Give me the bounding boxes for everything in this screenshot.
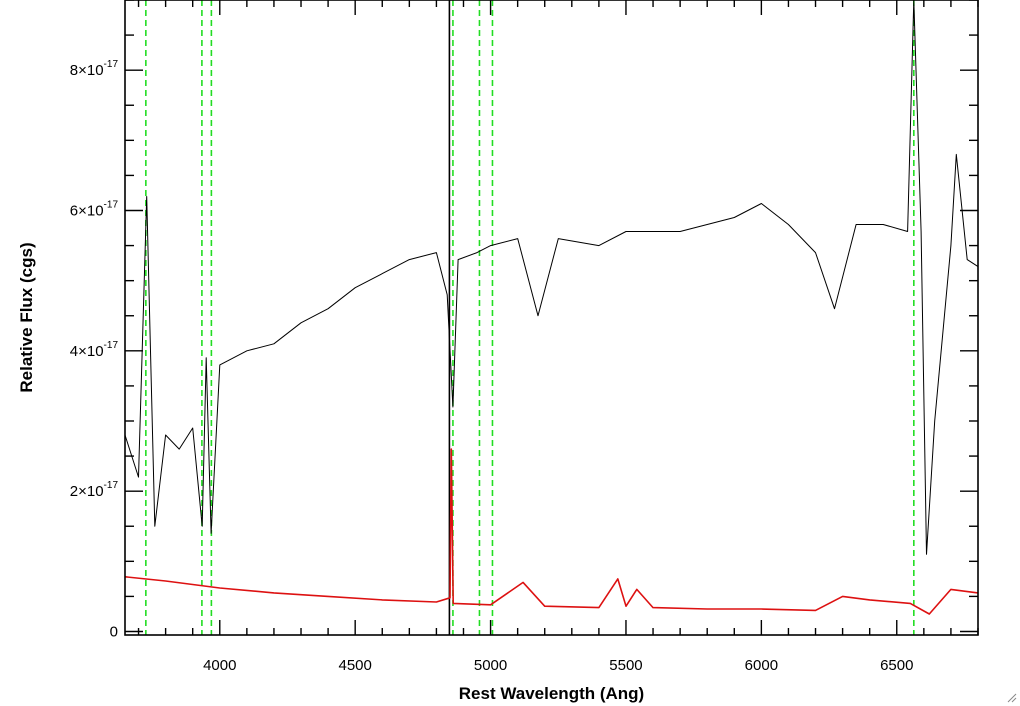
plot-frame [124, 0, 979, 636]
x-tick-labels: 4000 4500 5000 5500 6000 6500 [203, 657, 913, 674]
y-tick-label-0: 0 [110, 623, 118, 640]
x-axis-title: Rest Wavelength (Ang) [459, 684, 644, 703]
x-tick-label-3: 5500 [609, 657, 642, 674]
x-tick-label-0: 4000 [203, 657, 236, 674]
x-tick-label-4: 6000 [745, 657, 778, 674]
series-spectrum-line [124, 0, 979, 555]
series-group [124, 0, 979, 615]
resize-grip-icon[interactable] [1007, 693, 1017, 703]
y-tick-label-3: 6×10-17 [70, 199, 119, 219]
y-tick-label-2: 4×10-17 [70, 340, 119, 360]
y-tick-labels: 0 2×10-17 4×10-17 6×10-17 8×10-17 [70, 59, 119, 640]
series-error-line [124, 448, 979, 615]
y-tick-label-4: 8×10-17 [70, 59, 119, 79]
x-tick-label-2: 5000 [474, 657, 507, 674]
axes [124, 0, 979, 636]
x-tick-label-5: 6500 [880, 657, 913, 674]
y-tick-label-1: 2×10-17 [70, 480, 119, 500]
reference-lines [145, 0, 915, 635]
x-tick-label-1: 4500 [338, 657, 371, 674]
y-axis-title: Relative Flux (cgs) [17, 242, 36, 392]
